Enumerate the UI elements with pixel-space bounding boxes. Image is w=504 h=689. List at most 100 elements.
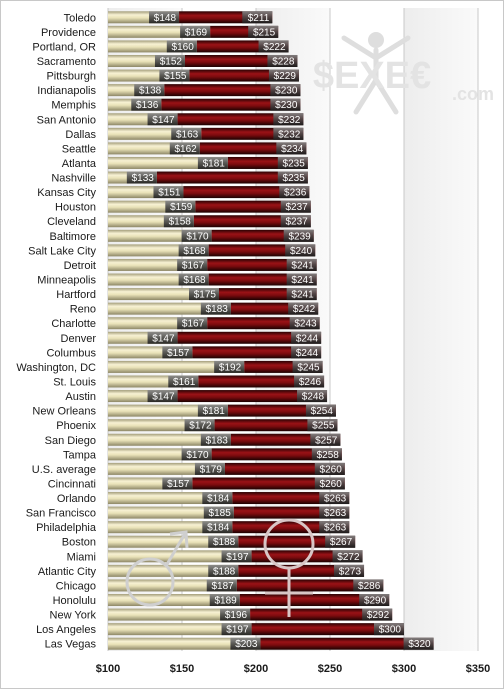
data-label-low: $161 (173, 377, 196, 388)
value-tab-low (159, 69, 190, 82)
data-label-low: $170 (186, 450, 209, 461)
data-label-high: $232 (278, 129, 301, 140)
category-label: Columbus (46, 347, 96, 359)
category-label: San Diego (45, 435, 96, 447)
x-tick-label: $200 (244, 663, 268, 675)
data-label-low: $184 (207, 523, 230, 534)
value-tab-low (171, 127, 202, 140)
x-tick-label: $250 (318, 663, 342, 675)
value-tab-low (153, 186, 184, 199)
value-tab-high (359, 594, 390, 607)
data-label-high: $255 (312, 421, 335, 432)
value-tab-low (165, 200, 196, 213)
data-label-high: $242 (293, 304, 316, 315)
category-label: Phoenix (56, 420, 96, 432)
value-tab-high (270, 84, 301, 97)
data-label-low: $188 (213, 566, 236, 577)
data-label-high: $222 (263, 42, 286, 53)
data-label-low: $188 (213, 537, 236, 548)
value-tab-low (200, 433, 231, 446)
value-tab-high (294, 375, 325, 388)
female-symbol (263, 518, 315, 617)
value-tab-high (267, 54, 298, 67)
data-label-high: $240 (290, 246, 313, 257)
value-tab-high (319, 506, 350, 519)
value-tab-high (291, 346, 322, 359)
category-label: Dallas (65, 129, 96, 141)
category-label: Philadelphia (36, 522, 97, 534)
value-tab-low (221, 550, 252, 563)
value-tab-low (194, 462, 225, 475)
value-tab-low (208, 564, 239, 577)
value-tab-low (181, 448, 212, 461)
value-tab-low (162, 477, 193, 490)
data-label-low: $197 (226, 625, 249, 636)
data-label-high: $229 (274, 71, 297, 82)
data-label-high: $248 (302, 392, 325, 403)
data-label-low: $147 (152, 392, 175, 403)
data-label-low: $203 (235, 639, 258, 650)
value-tab-high (288, 302, 319, 315)
bar-segment-high (238, 564, 365, 577)
data-label-high: $258 (317, 450, 340, 461)
bar-segment-high (164, 84, 301, 97)
data-label-low: $168 (183, 275, 206, 286)
category-label: Chicago (56, 580, 96, 592)
data-label-high: $254 (311, 406, 334, 417)
value-tab-high (276, 142, 307, 155)
bar-segment-low (108, 492, 233, 505)
value-tab-high (403, 637, 434, 650)
value-tab-low (177, 317, 208, 330)
value-tab-low (177, 258, 208, 271)
value-tab-low (202, 521, 233, 534)
category-label: Seattle (62, 143, 96, 155)
category-label: Detroit (64, 260, 96, 272)
category-label: Pittsburgh (46, 71, 96, 83)
value-tab-high (334, 564, 365, 577)
value-tab-low (197, 156, 228, 169)
category-label: U.S. average (32, 464, 96, 476)
watermark-brand: $EXE€ (313, 55, 431, 97)
value-tab-high (273, 127, 304, 140)
data-label-high: $232 (278, 115, 301, 126)
data-label-low: $147 (152, 115, 175, 126)
category-labels: Toledo Providence Portland, OR Sacramento Pi… (16, 12, 97, 650)
data-label-high: $263 (324, 508, 347, 519)
value-tab-high (289, 317, 320, 330)
value-tab-low (131, 98, 162, 111)
value-tab-high (285, 244, 316, 257)
data-label-low: $167 (182, 319, 205, 330)
value-tab-high (273, 113, 304, 126)
value-tab-low (169, 142, 200, 155)
value-tab-high (325, 535, 356, 548)
data-label-high: $243 (294, 319, 317, 330)
value-tab-high (277, 171, 308, 184)
bar-segment-low (108, 637, 261, 650)
data-label-high: $286 (358, 581, 381, 592)
data-label-high: $215 (253, 27, 276, 38)
value-tab-high (362, 608, 393, 621)
data-label-high: $237 (286, 217, 309, 228)
bar-segment-high (177, 331, 322, 344)
bar-segment-high (156, 171, 308, 184)
x-tick-label: $300 (392, 663, 416, 675)
value-tab-low (220, 608, 251, 621)
category-label: Honolulu (53, 595, 96, 607)
value-tab-low (184, 419, 215, 432)
value-tab-low (178, 273, 209, 286)
x-axis: $100 $150 $200 $250 $300 $350 (96, 663, 490, 675)
category-label: Cincinnati (48, 478, 96, 490)
gender-symbols (125, 518, 315, 617)
category-label: Cleveland (47, 216, 96, 228)
data-label-high: $320 (408, 639, 431, 650)
value-tab-low (197, 404, 228, 417)
category-label: New Orleans (32, 406, 96, 418)
data-label-low: $185 (209, 508, 232, 519)
data-label-high: $260 (320, 479, 343, 490)
category-label: Washington, DC (16, 362, 96, 374)
bar-segment-high (177, 390, 328, 403)
category-label: Salt Lake City (28, 245, 96, 257)
value-tab-low (154, 54, 185, 67)
value-tab-low (180, 25, 211, 38)
data-label-high: $237 (286, 202, 309, 213)
